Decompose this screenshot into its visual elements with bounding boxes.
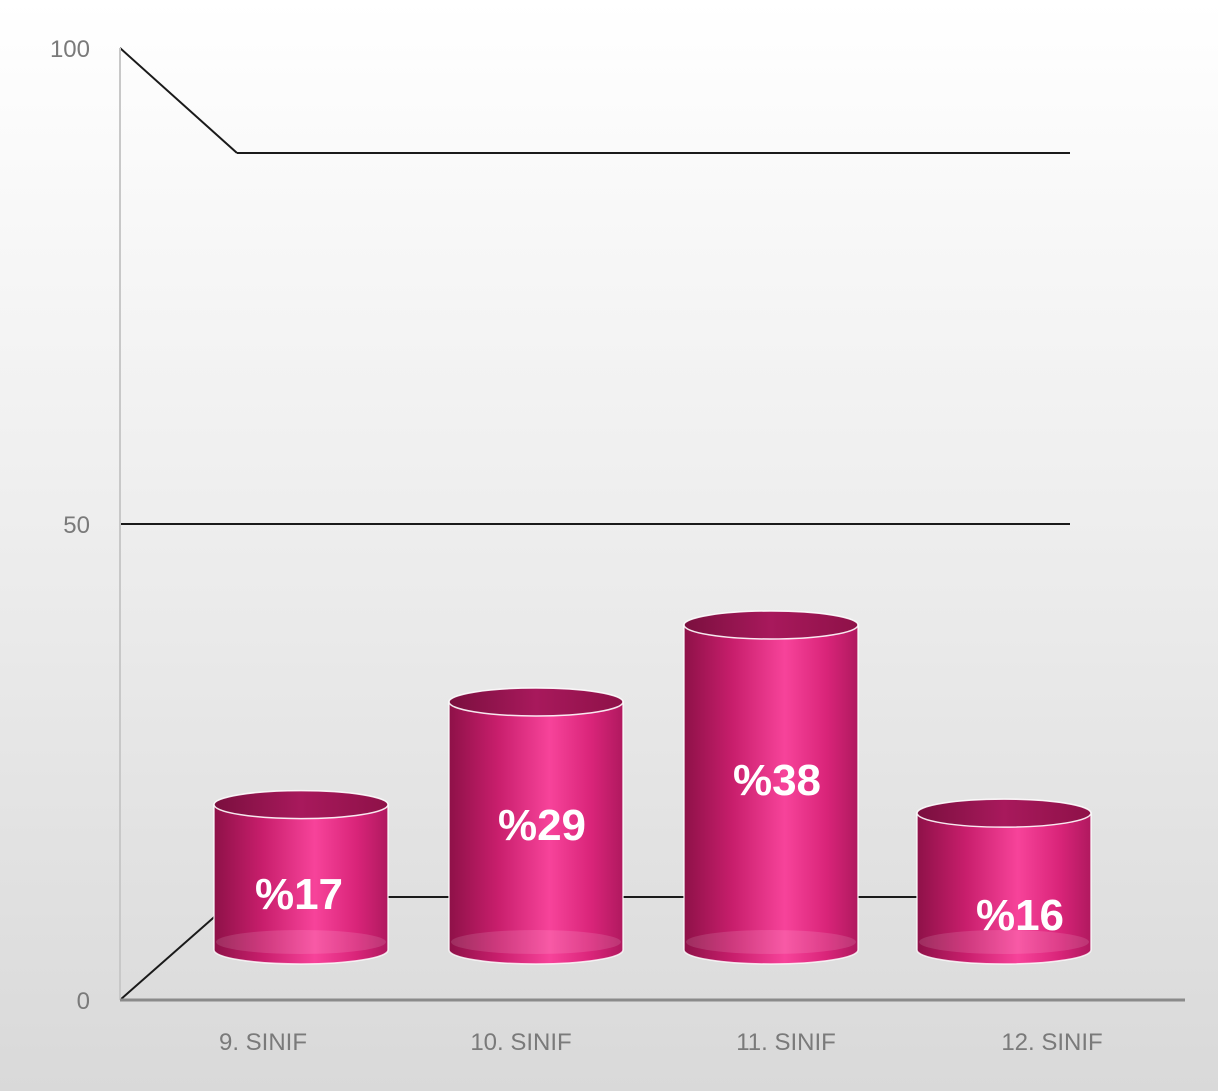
x-tick-label-2: 10. SINIF bbox=[470, 1029, 571, 1056]
y-tick-label-0: 0 bbox=[77, 988, 90, 1015]
bar-top bbox=[448, 687, 624, 717]
data-label-4: %16 bbox=[976, 891, 1064, 940]
bar-top bbox=[916, 798, 1092, 828]
bar-base bbox=[216, 930, 386, 954]
y-tick-label-50: 50 bbox=[63, 512, 90, 539]
bar-base bbox=[919, 930, 1089, 954]
x-tick-label-1: 9. SINIF bbox=[219, 1029, 307, 1056]
bar-body bbox=[213, 803, 389, 965]
bar-top bbox=[683, 610, 859, 640]
bar-top bbox=[213, 789, 389, 820]
bar-body bbox=[916, 812, 1092, 965]
bar-1 bbox=[213, 789, 389, 965]
bar-body bbox=[683, 624, 859, 965]
data-label-2: %29 bbox=[498, 801, 586, 850]
bar-body bbox=[448, 701, 624, 965]
bar-base bbox=[686, 930, 856, 954]
bar-3 bbox=[683, 610, 859, 965]
wall-edge-top bbox=[119, 47, 238, 154]
data-label-1: %17 bbox=[255, 870, 343, 919]
bar-2 bbox=[448, 687, 624, 965]
bar-base bbox=[451, 930, 621, 954]
x-tick-label-4: 12. SINIF bbox=[1001, 1029, 1102, 1056]
bar-4 bbox=[916, 798, 1092, 965]
data-label-3: %38 bbox=[733, 756, 821, 805]
x-tick-label-3: 11. SINIF bbox=[736, 1029, 836, 1056]
y-tick-label-100: 100 bbox=[50, 36, 90, 63]
